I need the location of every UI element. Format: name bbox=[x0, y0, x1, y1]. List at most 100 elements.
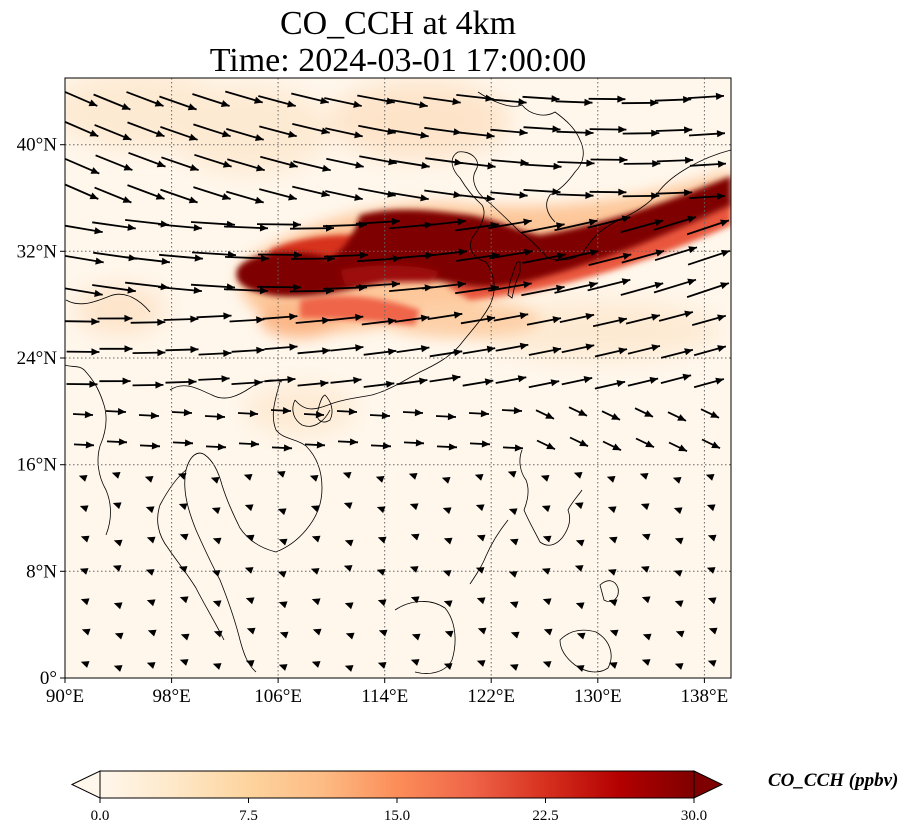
wind-vector-arrow bbox=[627, 376, 659, 387]
wind-vector-arrow bbox=[311, 598, 321, 606]
wind-vector-arrow bbox=[687, 92, 725, 100]
wind-vector-arrow bbox=[674, 600, 684, 608]
wind-vector-arrow bbox=[259, 188, 297, 201]
wind-vector-arrow bbox=[476, 534, 486, 542]
wind-vector-arrow bbox=[620, 219, 664, 234]
wind-vector-arrow bbox=[491, 159, 529, 167]
wind-vector-arrow bbox=[92, 284, 136, 294]
wind-vector-arrow bbox=[705, 474, 715, 481]
wind-vector-arrow bbox=[343, 565, 353, 572]
wind-vector-arrow bbox=[528, 379, 560, 389]
wind-vector-arrow bbox=[523, 125, 561, 133]
wind-vector-arrow bbox=[179, 596, 189, 604]
wind-vector-arrow bbox=[510, 631, 520, 639]
wind-vector-arrow bbox=[707, 534, 717, 542]
wind-vector-arrow bbox=[641, 533, 651, 541]
wind-vector-arrow bbox=[689, 160, 727, 168]
wind-vector-arrow bbox=[588, 252, 632, 266]
wind-vector-arrow bbox=[444, 630, 454, 638]
wind-vector-arrow bbox=[639, 473, 649, 480]
y-tick-label: 40°N bbox=[17, 135, 58, 156]
wind-vector-arrow bbox=[620, 281, 664, 296]
wind-vector-arrow bbox=[490, 191, 528, 199]
wind-vector-arrow bbox=[127, 121, 165, 138]
wind-vector-arrow bbox=[229, 316, 265, 324]
wind-vector-arrow bbox=[587, 215, 631, 229]
wind-vector-arrow bbox=[443, 600, 453, 608]
wind-vector-arrow bbox=[326, 157, 364, 169]
wind-vector-arrow bbox=[556, 191, 594, 199]
wind-vector-arrow bbox=[540, 475, 550, 482]
wind-vector-arrow bbox=[476, 597, 486, 605]
wind-vector-arrow bbox=[573, 472, 583, 479]
wind-vector-arrow bbox=[264, 343, 298, 351]
wind-vector-arrow bbox=[245, 534, 255, 542]
wind-vector-arrow bbox=[672, 477, 682, 484]
wind-vector-arrow bbox=[113, 539, 123, 547]
wind-vector-arrow bbox=[378, 629, 388, 637]
wind-vector-arrow bbox=[422, 248, 468, 258]
wind-vector-arrow bbox=[323, 251, 369, 259]
wind-vector-arrow bbox=[177, 473, 187, 480]
wind-vector-arrow bbox=[377, 599, 387, 607]
wind-vector-arrow bbox=[139, 442, 161, 450]
wind-vector-arrow bbox=[554, 218, 598, 232]
wind-vector-arrow bbox=[686, 219, 730, 236]
wind-vector-arrow bbox=[396, 377, 428, 386]
wind-vector-arrow bbox=[279, 631, 289, 639]
wind-vector-arrow bbox=[112, 502, 122, 510]
wind-vector-arrow bbox=[80, 661, 90, 668]
wind-vector-arrow bbox=[391, 129, 429, 139]
wind-vector-arrow bbox=[278, 601, 288, 609]
wind-vector-arrow bbox=[587, 278, 631, 292]
wind-vector-arrow bbox=[488, 218, 532, 229]
wind-vector-arrow bbox=[192, 93, 230, 107]
wind-vector-arrow bbox=[442, 570, 452, 577]
wind-vector-arrow bbox=[231, 346, 265, 354]
wind-vector-arrow bbox=[160, 188, 198, 204]
wind-vector-arrow bbox=[556, 129, 594, 137]
wind-vector-arrow bbox=[375, 476, 385, 483]
gridlines bbox=[65, 78, 731, 678]
wind-vector-arrow bbox=[244, 504, 254, 512]
wind-vector-arrow bbox=[291, 92, 329, 105]
wind-vector-arrow bbox=[95, 154, 133, 171]
wind-vector-arrow bbox=[592, 316, 628, 328]
wind-vector-arrow bbox=[93, 93, 131, 111]
y-tick-label: 32°N bbox=[17, 241, 58, 262]
wind-vector-arrow bbox=[363, 380, 395, 388]
wind-vector-arrow bbox=[462, 378, 494, 387]
wind-vector-arrow bbox=[171, 409, 193, 417]
wind-vector-arrow bbox=[146, 536, 156, 544]
wind-vector-arrow bbox=[423, 96, 461, 106]
wind-vector-arrow bbox=[211, 507, 221, 515]
wind-vector-arrow bbox=[66, 348, 100, 356]
wind-vector-arrow bbox=[608, 536, 618, 544]
wind-vector-arrow bbox=[311, 535, 321, 543]
wind-vector-arrow bbox=[309, 475, 319, 482]
wind-vector-arrow bbox=[701, 438, 721, 450]
wind-vector-arrow bbox=[330, 344, 364, 352]
wind-vector-arrow bbox=[575, 539, 585, 547]
wind-vector-arrow bbox=[442, 507, 452, 515]
wind-vector-arrow bbox=[667, 411, 687, 422]
wind-vector-arrow bbox=[198, 349, 232, 357]
wind-vector-arrow bbox=[641, 596, 651, 604]
wind-vector-arrow bbox=[212, 537, 222, 545]
wind-vector-arrow bbox=[392, 159, 430, 169]
wind-vector-arrow bbox=[706, 567, 716, 574]
wind-vector-arrow bbox=[160, 126, 198, 141]
wind-vector-arrow bbox=[402, 409, 424, 417]
wind-vector-arrow bbox=[535, 409, 555, 420]
wind-vector-arrow bbox=[363, 348, 397, 356]
wind-vector-arrow bbox=[358, 187, 396, 198]
wind-vector-arrow bbox=[640, 503, 650, 511]
wind-vector-arrow bbox=[358, 124, 396, 135]
wind-vector-arrow bbox=[606, 476, 616, 483]
wind-vector-arrow bbox=[278, 664, 288, 671]
wind-vector-arrow bbox=[507, 471, 517, 478]
wind-vector-arrow bbox=[198, 375, 230, 383]
wind-vector-arrow bbox=[336, 408, 358, 416]
wind-vector-arrow bbox=[243, 474, 253, 481]
wind-vector-arrow bbox=[193, 186, 231, 200]
